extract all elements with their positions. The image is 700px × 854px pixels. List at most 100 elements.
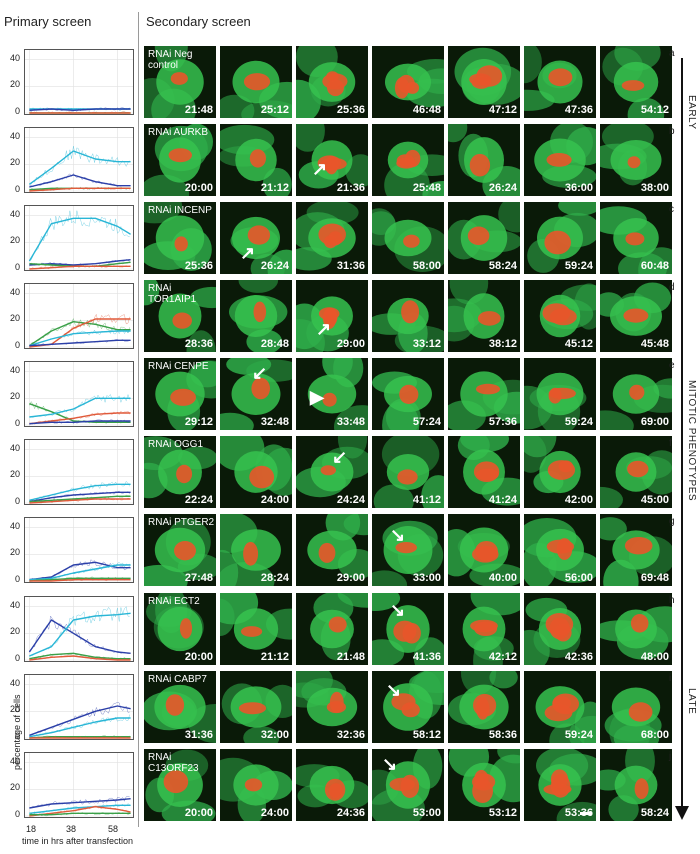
- row-letter: g: [669, 516, 675, 527]
- microscopy-frame: 42:00: [524, 436, 596, 508]
- timestamp: 42:00: [564, 494, 593, 506]
- microscopy-frame: 21:48 RNAi Neg control: [144, 46, 216, 118]
- cell-body: [186, 330, 216, 352]
- screen-divider: [138, 12, 139, 827]
- cell-body: [460, 436, 509, 453]
- arrow-marker: ↗: [240, 243, 256, 263]
- y-tick: 0: [14, 731, 20, 741]
- y-tick: 20: [9, 391, 20, 402]
- nucleus: [472, 779, 493, 803]
- nucleus: [474, 621, 498, 636]
- nucleus: [627, 156, 641, 169]
- nucleus: [548, 68, 573, 87]
- microscopy-frame: 33:48 ▶: [296, 358, 368, 430]
- row-letter: i: [669, 673, 672, 684]
- nucleus: [629, 384, 645, 400]
- microscopy-frame: 28:48: [220, 280, 292, 352]
- microscopy-frame: 45:00: [600, 436, 672, 508]
- timestamp: 56:00: [564, 572, 593, 584]
- y-tick: 40: [9, 208, 20, 219]
- row-letter: f: [669, 438, 672, 449]
- timestamp: 42:12: [488, 651, 517, 663]
- microscopy-frame: 36:00: [524, 124, 596, 196]
- nucleus: [402, 622, 421, 644]
- microscopy-frame: 58:36: [448, 671, 520, 743]
- nucleus: [329, 691, 344, 713]
- nucleus: [550, 769, 569, 789]
- y-tick: 20: [9, 235, 20, 246]
- row-letter: d: [669, 282, 675, 293]
- timestamp: 53:36: [564, 807, 593, 819]
- timestamp: 21:12: [260, 182, 289, 194]
- microscopy-frame: 56:00: [524, 514, 596, 586]
- timestamp: 28:36: [184, 338, 213, 350]
- series-line: [29, 579, 131, 582]
- microscopy-frame: 33:00 ↘: [372, 514, 444, 586]
- series-line: [29, 564, 131, 581]
- timestamp: 54:12: [640, 104, 669, 116]
- nucleus: [170, 388, 196, 406]
- microscopy-frame: 60:48: [600, 202, 672, 274]
- nucleus: [327, 79, 344, 97]
- nucleus: [621, 80, 645, 91]
- timeline-arrow-shaft: [681, 58, 683, 810]
- nucleus: [396, 157, 417, 169]
- nucleus: [630, 614, 649, 633]
- secondary-screen-header: Secondary screen: [146, 14, 251, 29]
- timestamp: 46:48: [412, 104, 441, 116]
- microscopy-frame: 25:36 RNAi INCENP: [144, 202, 216, 274]
- label-late: LATE: [686, 688, 697, 715]
- microscopy-frame: 58:24: [600, 749, 672, 821]
- timestamp: 33:00: [412, 572, 441, 584]
- timestamp: 31:36: [184, 729, 213, 741]
- series-line: [28, 217, 131, 262]
- microscopy-frame: 59:24: [524, 671, 596, 743]
- cell-body: [220, 412, 254, 430]
- microscopy-frame: 46:48: [372, 46, 444, 118]
- nucleus: [401, 300, 420, 324]
- primary-screen-header: Primary screen: [4, 14, 92, 29]
- nucleus: [628, 702, 653, 722]
- nucleus: [623, 308, 649, 323]
- nucleus: [624, 537, 653, 555]
- y-tick: 0: [14, 340, 20, 350]
- microscopy-frame: 29:12 RNAi CENPE: [144, 358, 216, 430]
- row-letter: b: [669, 126, 675, 137]
- series-line: [29, 798, 131, 809]
- series-line: [29, 420, 131, 425]
- rnai-label: RNAi PTGER2: [148, 517, 215, 528]
- series-line: [29, 265, 131, 270]
- nucleus: [467, 226, 490, 246]
- nucleus: [249, 149, 266, 168]
- timestamp: 33:12: [412, 338, 441, 350]
- y-tick: 20: [9, 79, 20, 90]
- timestamp: 68:00: [640, 729, 669, 741]
- microscopy-frame: 45:12: [524, 280, 596, 352]
- series-line: [28, 619, 131, 654]
- cell-body: [372, 593, 401, 611]
- microscopy-frame: 58:24: [448, 202, 520, 274]
- microscopy-frame: 57:36: [448, 358, 520, 430]
- timestamp: 57:36: [488, 416, 517, 428]
- rnai-label: RNAi OGG1: [148, 439, 204, 450]
- nucleus: [476, 468, 499, 481]
- primary-plot-h: [24, 596, 134, 662]
- nucleus: [174, 541, 196, 561]
- microscopy-frame: 42:12: [448, 593, 520, 665]
- timestamp: 59:24: [564, 729, 593, 741]
- nucleus: [241, 626, 263, 637]
- microscopy-frame: 53:12: [448, 749, 520, 821]
- microscopy-frame: 25:12: [220, 46, 292, 118]
- series-line: [29, 339, 131, 347]
- row-letter: c: [669, 204, 674, 215]
- microscopy-frame: 21:12: [220, 593, 292, 665]
- microscopy-frame: 25:36: [296, 46, 368, 118]
- timestamp: 59:24: [564, 260, 593, 272]
- timestamp: 24:00: [260, 494, 289, 506]
- timestamp: 29:12: [184, 416, 213, 428]
- nucleus: [317, 155, 342, 171]
- row-letter: j: [669, 751, 672, 762]
- nucleus: [475, 541, 498, 562]
- arrow-marker: ↘: [382, 754, 398, 774]
- y-tick: 40: [9, 286, 20, 297]
